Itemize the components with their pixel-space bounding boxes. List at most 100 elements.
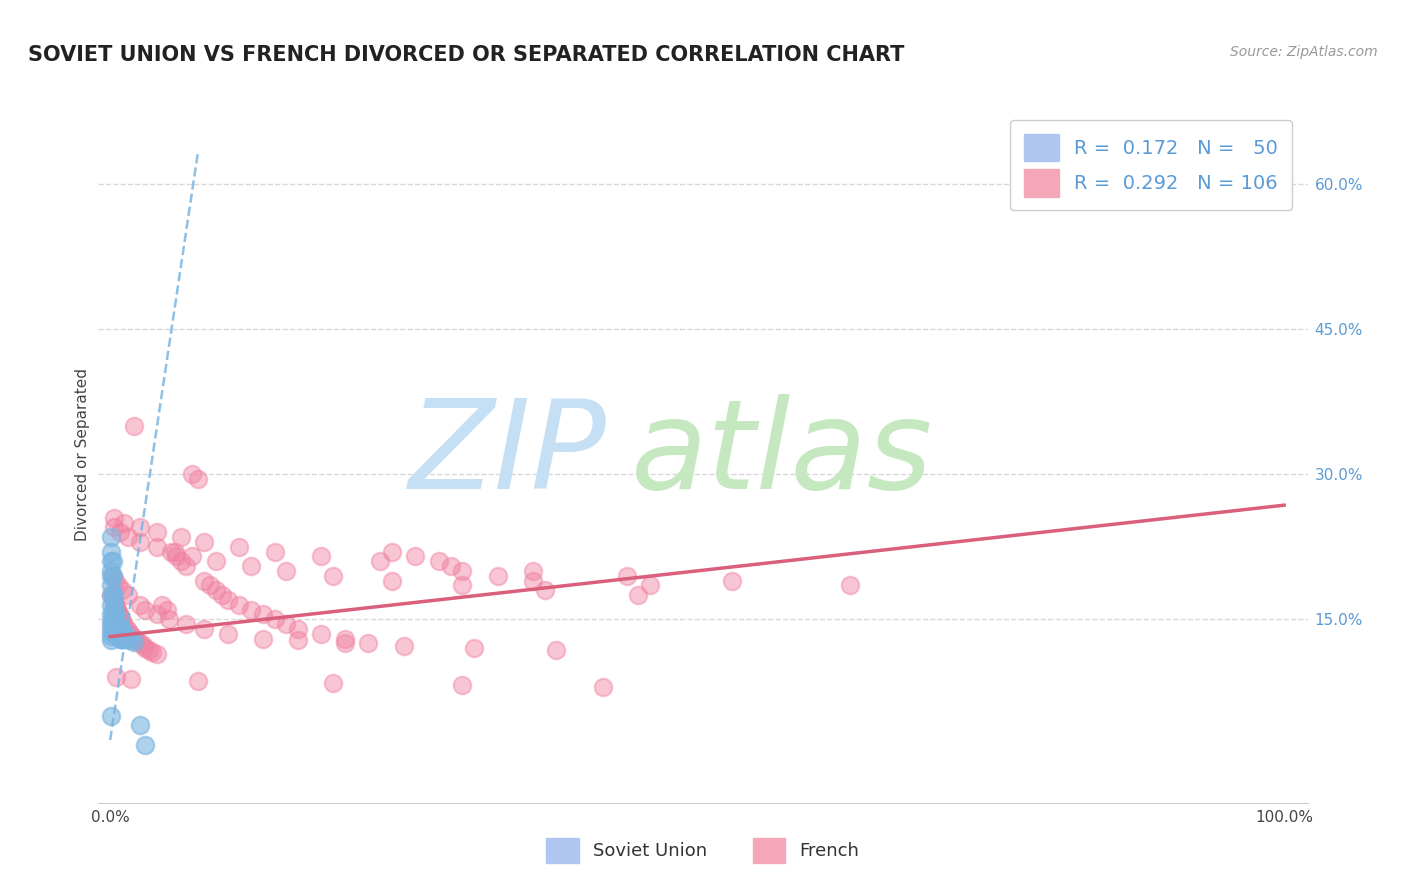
Point xyxy=(100,614,122,628)
Point xyxy=(163,544,186,558)
Point xyxy=(160,544,183,558)
Point xyxy=(128,718,150,732)
Point xyxy=(276,564,298,578)
Text: Source: ZipAtlas.com: Source: ZipAtlas.com xyxy=(1230,45,1378,59)
Point xyxy=(228,598,250,612)
Text: atlas: atlas xyxy=(630,394,932,516)
Point xyxy=(108,525,131,540)
Point xyxy=(155,602,177,616)
Point xyxy=(111,632,134,646)
Point xyxy=(451,678,474,692)
Point xyxy=(128,636,150,650)
Point xyxy=(150,598,173,612)
Point xyxy=(176,559,198,574)
Point xyxy=(122,419,145,434)
Point xyxy=(104,607,127,622)
Point xyxy=(100,598,122,612)
Point xyxy=(111,614,134,628)
Point xyxy=(114,626,136,640)
Point xyxy=(100,607,122,622)
Point xyxy=(117,588,139,602)
Point xyxy=(522,564,544,578)
Point xyxy=(276,617,298,632)
Point xyxy=(381,544,404,558)
Point xyxy=(104,626,127,640)
Point xyxy=(252,607,274,622)
Point xyxy=(105,626,128,640)
Point xyxy=(100,564,122,578)
Point xyxy=(100,624,122,638)
Point xyxy=(100,544,122,558)
Point xyxy=(103,520,125,534)
Point xyxy=(103,607,125,622)
Point xyxy=(107,606,129,620)
Point xyxy=(101,568,124,582)
Point xyxy=(838,578,860,592)
Point xyxy=(100,588,122,602)
Point xyxy=(240,602,263,616)
Point xyxy=(128,598,150,612)
Point xyxy=(240,559,263,574)
Point xyxy=(100,629,122,643)
Point xyxy=(111,622,134,636)
Point xyxy=(368,554,391,568)
Point xyxy=(100,568,122,582)
Point xyxy=(105,602,128,616)
Point xyxy=(134,738,156,752)
Point xyxy=(287,633,309,648)
Point xyxy=(141,645,163,659)
Point xyxy=(110,622,132,636)
Point xyxy=(107,626,129,640)
Point xyxy=(721,574,744,588)
Point xyxy=(100,578,122,592)
Point xyxy=(128,535,150,549)
Point xyxy=(105,626,128,640)
Point xyxy=(169,530,191,544)
Point xyxy=(627,588,650,602)
Point xyxy=(108,608,131,623)
Text: SOVIET UNION VS FRENCH DIVORCED OR SEPARATED CORRELATION CHART: SOVIET UNION VS FRENCH DIVORCED OR SEPAR… xyxy=(28,45,904,64)
Point xyxy=(103,588,125,602)
Point xyxy=(157,612,180,626)
Point xyxy=(105,617,128,632)
Legend: Soviet Union, French: Soviet Union, French xyxy=(540,830,866,871)
Point xyxy=(404,549,426,564)
Point xyxy=(333,636,356,650)
Point xyxy=(112,516,135,530)
Point xyxy=(125,633,148,648)
Point xyxy=(100,554,122,568)
Point xyxy=(187,674,209,689)
Point xyxy=(592,680,614,694)
Point xyxy=(176,617,198,632)
Point xyxy=(104,597,127,611)
Point xyxy=(100,619,122,633)
Point xyxy=(134,602,156,616)
Point xyxy=(451,578,474,592)
Point xyxy=(120,672,142,686)
Point xyxy=(146,540,169,554)
Point xyxy=(108,632,131,646)
Point xyxy=(101,554,124,568)
Point xyxy=(103,510,125,524)
Text: ZIP: ZIP xyxy=(408,394,606,516)
Point xyxy=(112,618,135,632)
Point xyxy=(101,588,124,602)
Point xyxy=(263,544,285,558)
Point xyxy=(546,643,568,657)
Point xyxy=(533,583,555,598)
Point xyxy=(120,628,142,642)
Point xyxy=(132,638,155,652)
Point xyxy=(117,530,139,544)
Point xyxy=(193,574,215,588)
Point xyxy=(117,632,139,646)
Point xyxy=(138,643,160,657)
Point xyxy=(204,583,226,598)
Point xyxy=(120,633,142,648)
Point xyxy=(204,554,226,568)
Point xyxy=(112,626,135,640)
Point xyxy=(104,617,127,632)
Point xyxy=(322,568,344,582)
Point xyxy=(486,568,509,582)
Point xyxy=(100,530,122,544)
Point xyxy=(100,708,122,723)
